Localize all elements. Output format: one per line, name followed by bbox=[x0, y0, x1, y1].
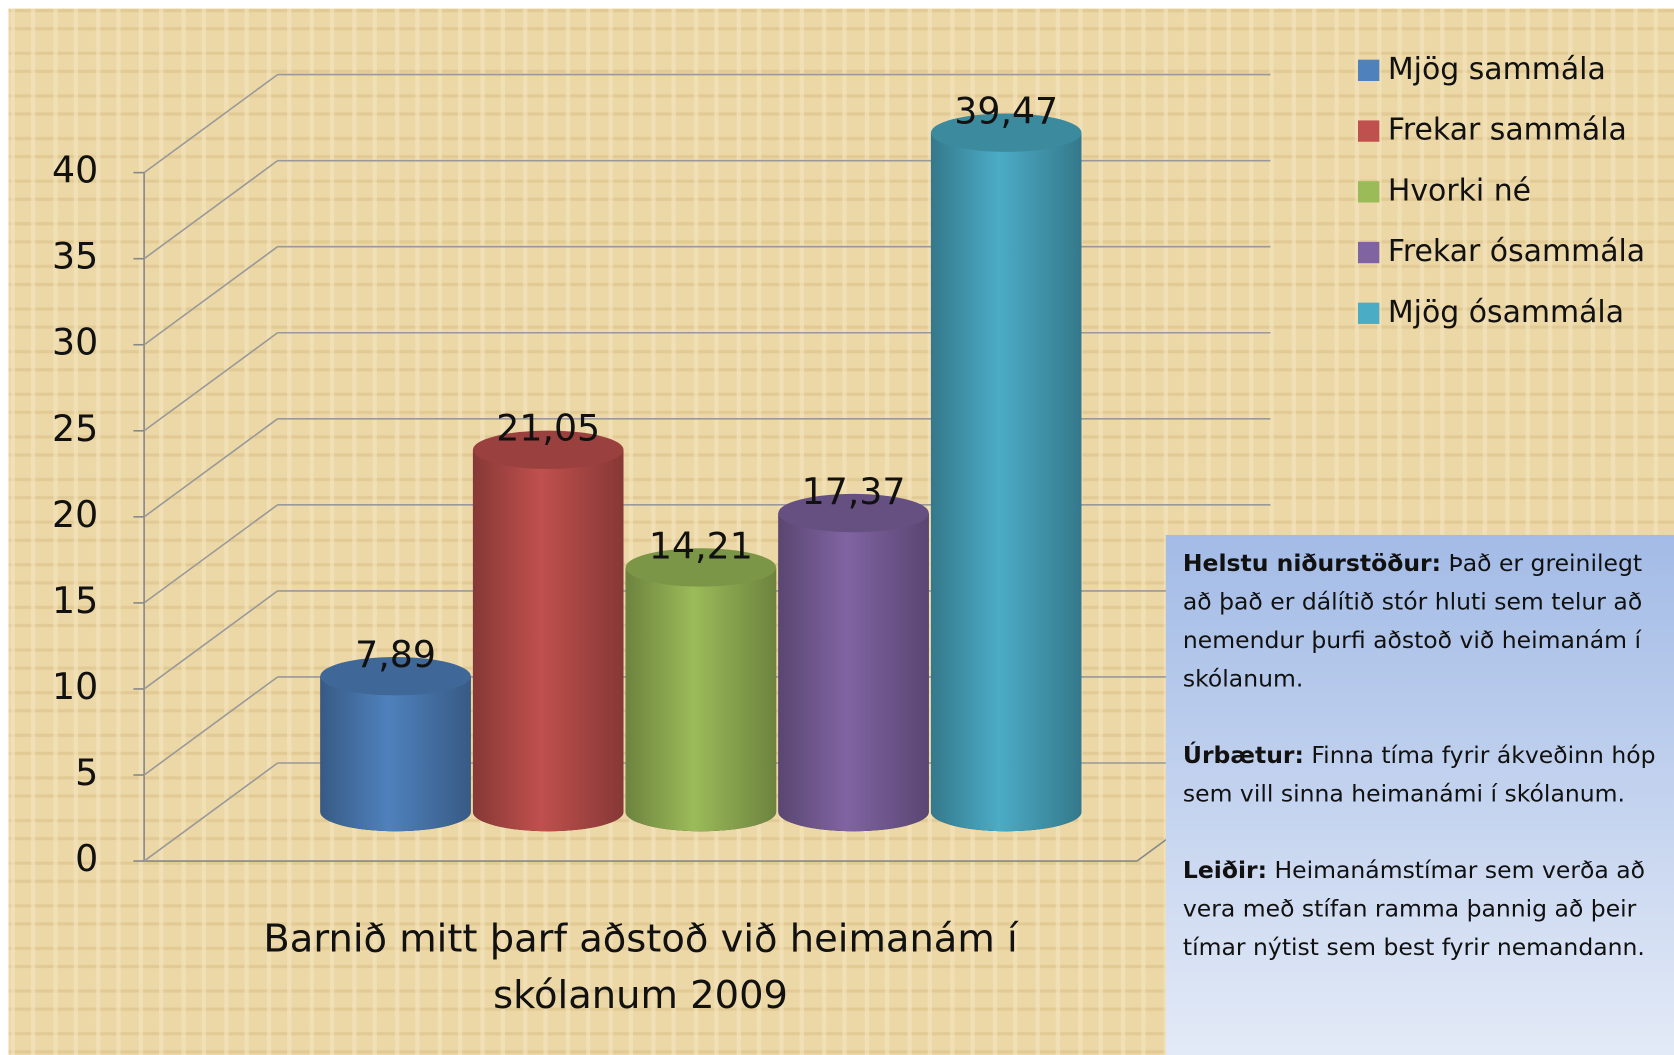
grid-diagonal bbox=[143, 73, 279, 174]
legend-swatch bbox=[1357, 59, 1380, 81]
y-tick-label: 30 bbox=[52, 321, 98, 364]
legend-swatch bbox=[1357, 120, 1380, 142]
value-label: 14,21 bbox=[649, 524, 753, 567]
value-label: 39,47 bbox=[954, 90, 1058, 133]
grid-diagonal bbox=[143, 762, 279, 862]
note: Helstu niðurstöður: Það er greinilegt að… bbox=[1183, 546, 1657, 699]
y-tick-label: 25 bbox=[52, 407, 98, 450]
legend-label: Frekar ósammála bbox=[1388, 234, 1645, 269]
y-tick-label: 15 bbox=[52, 579, 98, 622]
y-tick-label: 5 bbox=[75, 751, 98, 794]
y-tick-label: 35 bbox=[52, 235, 98, 278]
note-label: Leiðir: bbox=[1182, 857, 1268, 885]
value-label: 17,37 bbox=[802, 470, 906, 513]
bar bbox=[930, 132, 1082, 832]
grid-diagonal bbox=[143, 246, 279, 346]
note-text: Finna tíma fyrir ákveðinn hóp sem vill s… bbox=[1182, 742, 1656, 808]
bar bbox=[625, 567, 777, 832]
note-label: Helstu niðurstöður: bbox=[1182, 550, 1442, 578]
legend-swatch bbox=[1357, 241, 1380, 264]
grid-diagonal bbox=[143, 676, 279, 776]
bar bbox=[778, 513, 929, 832]
note: Leiðir: Heimanámstímar sem verða að vera… bbox=[1183, 853, 1657, 968]
grid-diagonal bbox=[143, 590, 279, 690]
category-label: Barnið mitt þarf aðstoð við heimanám í s… bbox=[263, 917, 1018, 1018]
grid-diagonal bbox=[143, 332, 279, 432]
cylinder-top bbox=[472, 430, 624, 469]
note-text: Það er greinilegt að það er dálítið stór… bbox=[1182, 550, 1643, 693]
note-label: Úrbætur: bbox=[1182, 742, 1304, 770]
cylinder-top bbox=[930, 113, 1082, 152]
note-text: Heimanámstímar sem verða að vera með stí… bbox=[1182, 857, 1645, 962]
y-tick-label: 10 bbox=[52, 665, 98, 708]
cylinder-top bbox=[778, 493, 929, 533]
value-label: 21,05 bbox=[496, 407, 600, 450]
note: Úrbætur: Finna tíma fyrir ákveðinn hóp s… bbox=[1183, 737, 1657, 814]
legend-label: Mjög ósammála bbox=[1388, 295, 1624, 330]
legend-label: Mjög sammála bbox=[1388, 52, 1606, 87]
bar bbox=[320, 676, 471, 832]
legend-swatch bbox=[1357, 302, 1380, 324]
cylinder-top bbox=[320, 657, 471, 696]
legend-label: Hvorki né bbox=[1388, 173, 1531, 208]
value-label: 7,89 bbox=[355, 633, 436, 676]
x-axis-label: Barnið mitt þarf aðstoð við heimanám í s… bbox=[263, 917, 1018, 1018]
y-tick-label: 20 bbox=[52, 493, 98, 536]
cylinder-top bbox=[625, 548, 777, 587]
notes: Helstu niðurstöður: Það er greinilegt að… bbox=[1183, 546, 1657, 968]
legend-swatch bbox=[1357, 181, 1380, 203]
y-tick-label: 40 bbox=[52, 149, 98, 192]
notes-box bbox=[1165, 534, 1674, 1055]
bar bbox=[472, 449, 624, 832]
grid-diagonal bbox=[143, 160, 279, 260]
y-tick-label: 0 bbox=[75, 837, 98, 880]
grid-diagonal bbox=[143, 504, 279, 604]
legend-label: Frekar sammála bbox=[1388, 113, 1627, 148]
grid-diagonal bbox=[143, 418, 279, 518]
